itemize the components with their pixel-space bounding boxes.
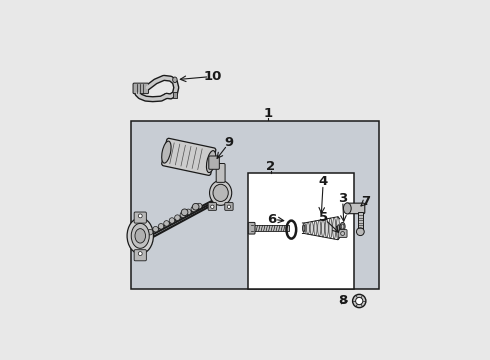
Text: 1: 1 [263,107,272,120]
Ellipse shape [303,225,305,232]
Ellipse shape [127,218,153,254]
Ellipse shape [303,223,306,234]
Text: 10: 10 [203,70,221,83]
Circle shape [191,206,196,212]
Bar [173,92,177,98]
Ellipse shape [321,220,324,237]
Ellipse shape [341,224,344,229]
Ellipse shape [314,221,317,235]
Circle shape [147,229,153,235]
Bar [358,212,363,233]
Circle shape [174,215,180,220]
Circle shape [186,209,191,215]
Circle shape [356,228,364,235]
Circle shape [211,205,214,208]
Ellipse shape [325,219,328,238]
Circle shape [169,218,175,223]
FancyBboxPatch shape [248,222,255,234]
Ellipse shape [172,77,177,82]
Ellipse shape [318,220,321,236]
FancyBboxPatch shape [133,83,148,94]
Ellipse shape [329,218,332,238]
Text: 7: 7 [362,195,371,208]
Ellipse shape [210,180,232,205]
Circle shape [158,224,164,229]
Ellipse shape [206,150,216,172]
Circle shape [353,294,366,308]
Circle shape [138,252,142,256]
Text: 3: 3 [338,192,347,205]
Circle shape [180,212,186,217]
FancyBboxPatch shape [208,203,217,210]
Ellipse shape [340,222,345,231]
Circle shape [153,226,158,232]
Text: 4: 4 [318,175,328,188]
Circle shape [341,231,344,235]
Circle shape [227,205,231,208]
Ellipse shape [333,217,336,239]
Ellipse shape [306,222,310,234]
Circle shape [138,214,142,218]
Text: 8: 8 [338,294,347,307]
FancyBboxPatch shape [338,230,347,237]
FancyBboxPatch shape [162,138,216,175]
Bar [248,174,354,288]
Text: 6: 6 [267,213,276,226]
Ellipse shape [337,225,340,232]
Circle shape [181,209,188,216]
Ellipse shape [135,229,146,243]
FancyBboxPatch shape [209,156,220,169]
Bar [250,225,289,231]
Circle shape [356,297,363,305]
Bar [131,121,379,288]
FancyBboxPatch shape [346,203,365,214]
Circle shape [196,203,202,209]
Circle shape [164,221,169,226]
Ellipse shape [131,223,149,248]
FancyBboxPatch shape [225,203,233,210]
Ellipse shape [213,184,228,202]
FancyBboxPatch shape [134,212,147,223]
Ellipse shape [336,217,340,240]
Ellipse shape [343,203,351,214]
FancyBboxPatch shape [134,250,147,261]
Ellipse shape [310,221,313,235]
Text: 2: 2 [266,160,275,173]
Text: 5: 5 [318,211,328,224]
Circle shape [193,203,199,210]
FancyBboxPatch shape [216,163,225,183]
Text: 9: 9 [224,136,234,149]
Ellipse shape [162,141,171,163]
